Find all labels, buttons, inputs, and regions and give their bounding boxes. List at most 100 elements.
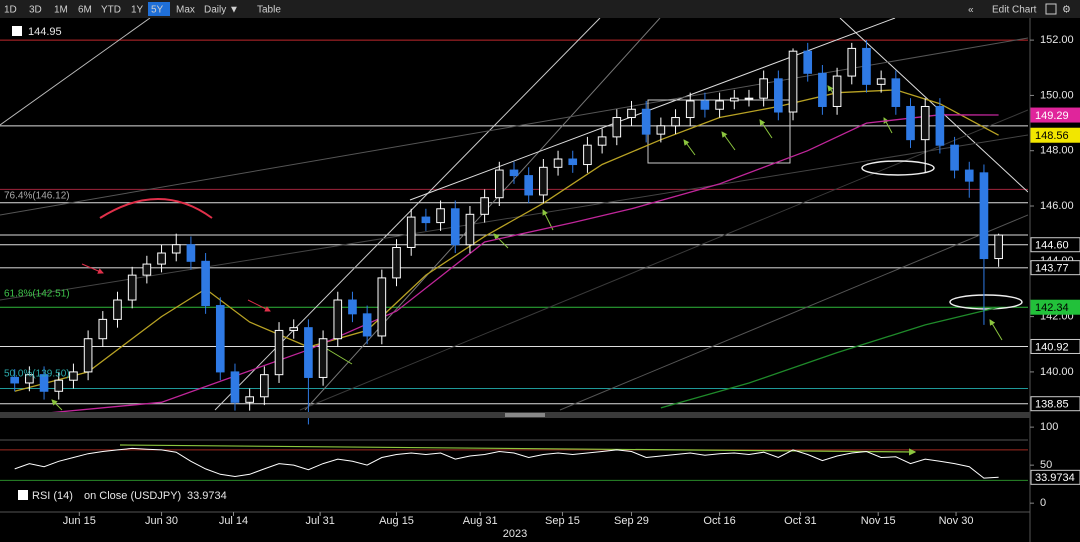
range-button[interactable]: 3D bbox=[29, 5, 42, 16]
candle-body bbox=[597, 136, 607, 146]
range-button[interactable]: 1Y bbox=[131, 5, 144, 16]
edit-chart-button[interactable]: Edit Chart bbox=[992, 5, 1037, 16]
candle-body bbox=[935, 105, 945, 146]
arrows bbox=[51, 85, 1003, 411]
candle-body bbox=[465, 213, 475, 246]
y-tick-label: 50 bbox=[1040, 459, 1052, 471]
range-button[interactable]: 6M bbox=[78, 5, 92, 16]
collapse-button[interactable]: « bbox=[968, 5, 974, 16]
candle-body bbox=[759, 78, 768, 99]
interval-dropdown[interactable]: Daily ▼ bbox=[204, 5, 239, 16]
range-button[interactable]: YTD bbox=[101, 5, 121, 16]
price-badge-label: 144.60 bbox=[1035, 240, 1069, 252]
candle-body bbox=[656, 125, 666, 135]
trend-line bbox=[839, 18, 1028, 193]
candle-body bbox=[685, 100, 695, 119]
candle-body bbox=[612, 117, 622, 138]
trend-line bbox=[559, 214, 1028, 411]
x-tick-label: Aug 31 bbox=[463, 515, 498, 527]
fib-label: 61.8%(142.51) bbox=[4, 289, 70, 300]
y-tick-label: 148.00 bbox=[1040, 145, 1074, 157]
window-icon[interactable] bbox=[1045, 3, 1057, 15]
candle-body bbox=[304, 327, 313, 378]
arrow bbox=[759, 119, 773, 139]
rsi-name: RSI (14) bbox=[32, 490, 73, 502]
candle-body bbox=[186, 244, 196, 262]
candle-body bbox=[671, 117, 680, 127]
arrow bbox=[247, 299, 271, 312]
y-tick-label: 100 bbox=[1040, 421, 1058, 433]
toolbar-items: 1D 3D 1M 6M YTD 1Y 5Y Max Daily ▼ Table « Edit Char… bbox=[4, 5, 1071, 16]
candle-body bbox=[25, 374, 34, 384]
candle-body bbox=[729, 97, 739, 102]
candle-body bbox=[113, 299, 122, 320]
candle-body bbox=[274, 329, 284, 376]
arrow bbox=[721, 131, 736, 151]
x-tick-label: Jun 30 bbox=[145, 515, 178, 527]
arrow bbox=[989, 319, 1003, 341]
y-tick-label: 146.00 bbox=[1040, 200, 1074, 212]
candle-body bbox=[127, 274, 137, 301]
candle-body bbox=[641, 108, 651, 135]
rsi-source: on Close (USDJPY) bbox=[84, 490, 181, 502]
legend-swatch bbox=[12, 26, 22, 36]
x-tick-label: Nov 30 bbox=[939, 515, 974, 527]
series bbox=[10, 40, 1003, 425]
price-badge-label: 138.85 bbox=[1035, 399, 1069, 411]
x-tick-label: Oct 31 bbox=[784, 515, 816, 527]
candle-body bbox=[83, 338, 93, 373]
candle-body bbox=[950, 144, 959, 171]
x-tick-label: Jun 15 bbox=[63, 515, 96, 527]
candle-body bbox=[964, 169, 974, 182]
range-button[interactable]: Max bbox=[176, 5, 195, 16]
candle-body bbox=[803, 50, 813, 74]
candle-body bbox=[201, 260, 210, 307]
rsi-panel: 0 50 100 bbox=[0, 421, 1058, 509]
candle-body bbox=[509, 169, 519, 177]
candle-body bbox=[568, 158, 578, 166]
y-tick-label: 150.00 bbox=[1040, 89, 1074, 101]
fib-label: 50.0%(139.50) bbox=[4, 369, 70, 380]
candle-body bbox=[553, 158, 563, 168]
y-tick-label: 152.00 bbox=[1040, 34, 1074, 46]
candle-body bbox=[627, 108, 636, 119]
price-badge-label: 149.29 bbox=[1035, 110, 1069, 122]
price-badge bbox=[1030, 469, 1080, 485]
range-button[interactable]: 1D bbox=[4, 5, 17, 16]
candle-body bbox=[39, 374, 49, 392]
selected-range bbox=[148, 2, 170, 16]
candle-body bbox=[920, 105, 930, 141]
candle-body bbox=[69, 371, 78, 381]
trend-line bbox=[0, 37, 1028, 216]
price-badge bbox=[1030, 338, 1080, 354]
trend-line bbox=[299, 109, 1028, 411]
settings-button[interactable]: ⚙ bbox=[1062, 5, 1071, 16]
levels bbox=[0, 39, 1028, 405]
trend-line bbox=[0, 134, 1028, 301]
legend-value: 144.95 bbox=[28, 26, 62, 38]
separator-handle[interactable] bbox=[505, 413, 545, 417]
table-button[interactable]: Table bbox=[257, 5, 281, 16]
candle-body bbox=[832, 75, 842, 107]
candle-body bbox=[142, 263, 152, 276]
x-tick-label: Oct 16 bbox=[703, 515, 735, 527]
x-tick-label: Jul 14 bbox=[219, 515, 248, 527]
range-button[interactable]: 1M bbox=[54, 5, 68, 16]
y-tick-label: 140.00 bbox=[1040, 366, 1074, 378]
x-tick-label: Aug 15 bbox=[379, 515, 414, 527]
candle-body bbox=[260, 374, 269, 398]
price-badge-label: 140.92 bbox=[1035, 341, 1069, 353]
candle-body bbox=[348, 299, 357, 315]
candle-body bbox=[862, 47, 871, 85]
range-button[interactable]: 5Y bbox=[151, 5, 164, 16]
rsi-line bbox=[14, 447, 999, 479]
candle-body bbox=[774, 78, 783, 113]
candle-body bbox=[230, 371, 240, 403]
candle-body bbox=[377, 277, 387, 337]
candle-body bbox=[480, 197, 489, 215]
arc bbox=[99, 198, 213, 219]
candle-body bbox=[171, 244, 181, 254]
candle-body bbox=[583, 144, 592, 166]
arrow bbox=[683, 139, 696, 156]
